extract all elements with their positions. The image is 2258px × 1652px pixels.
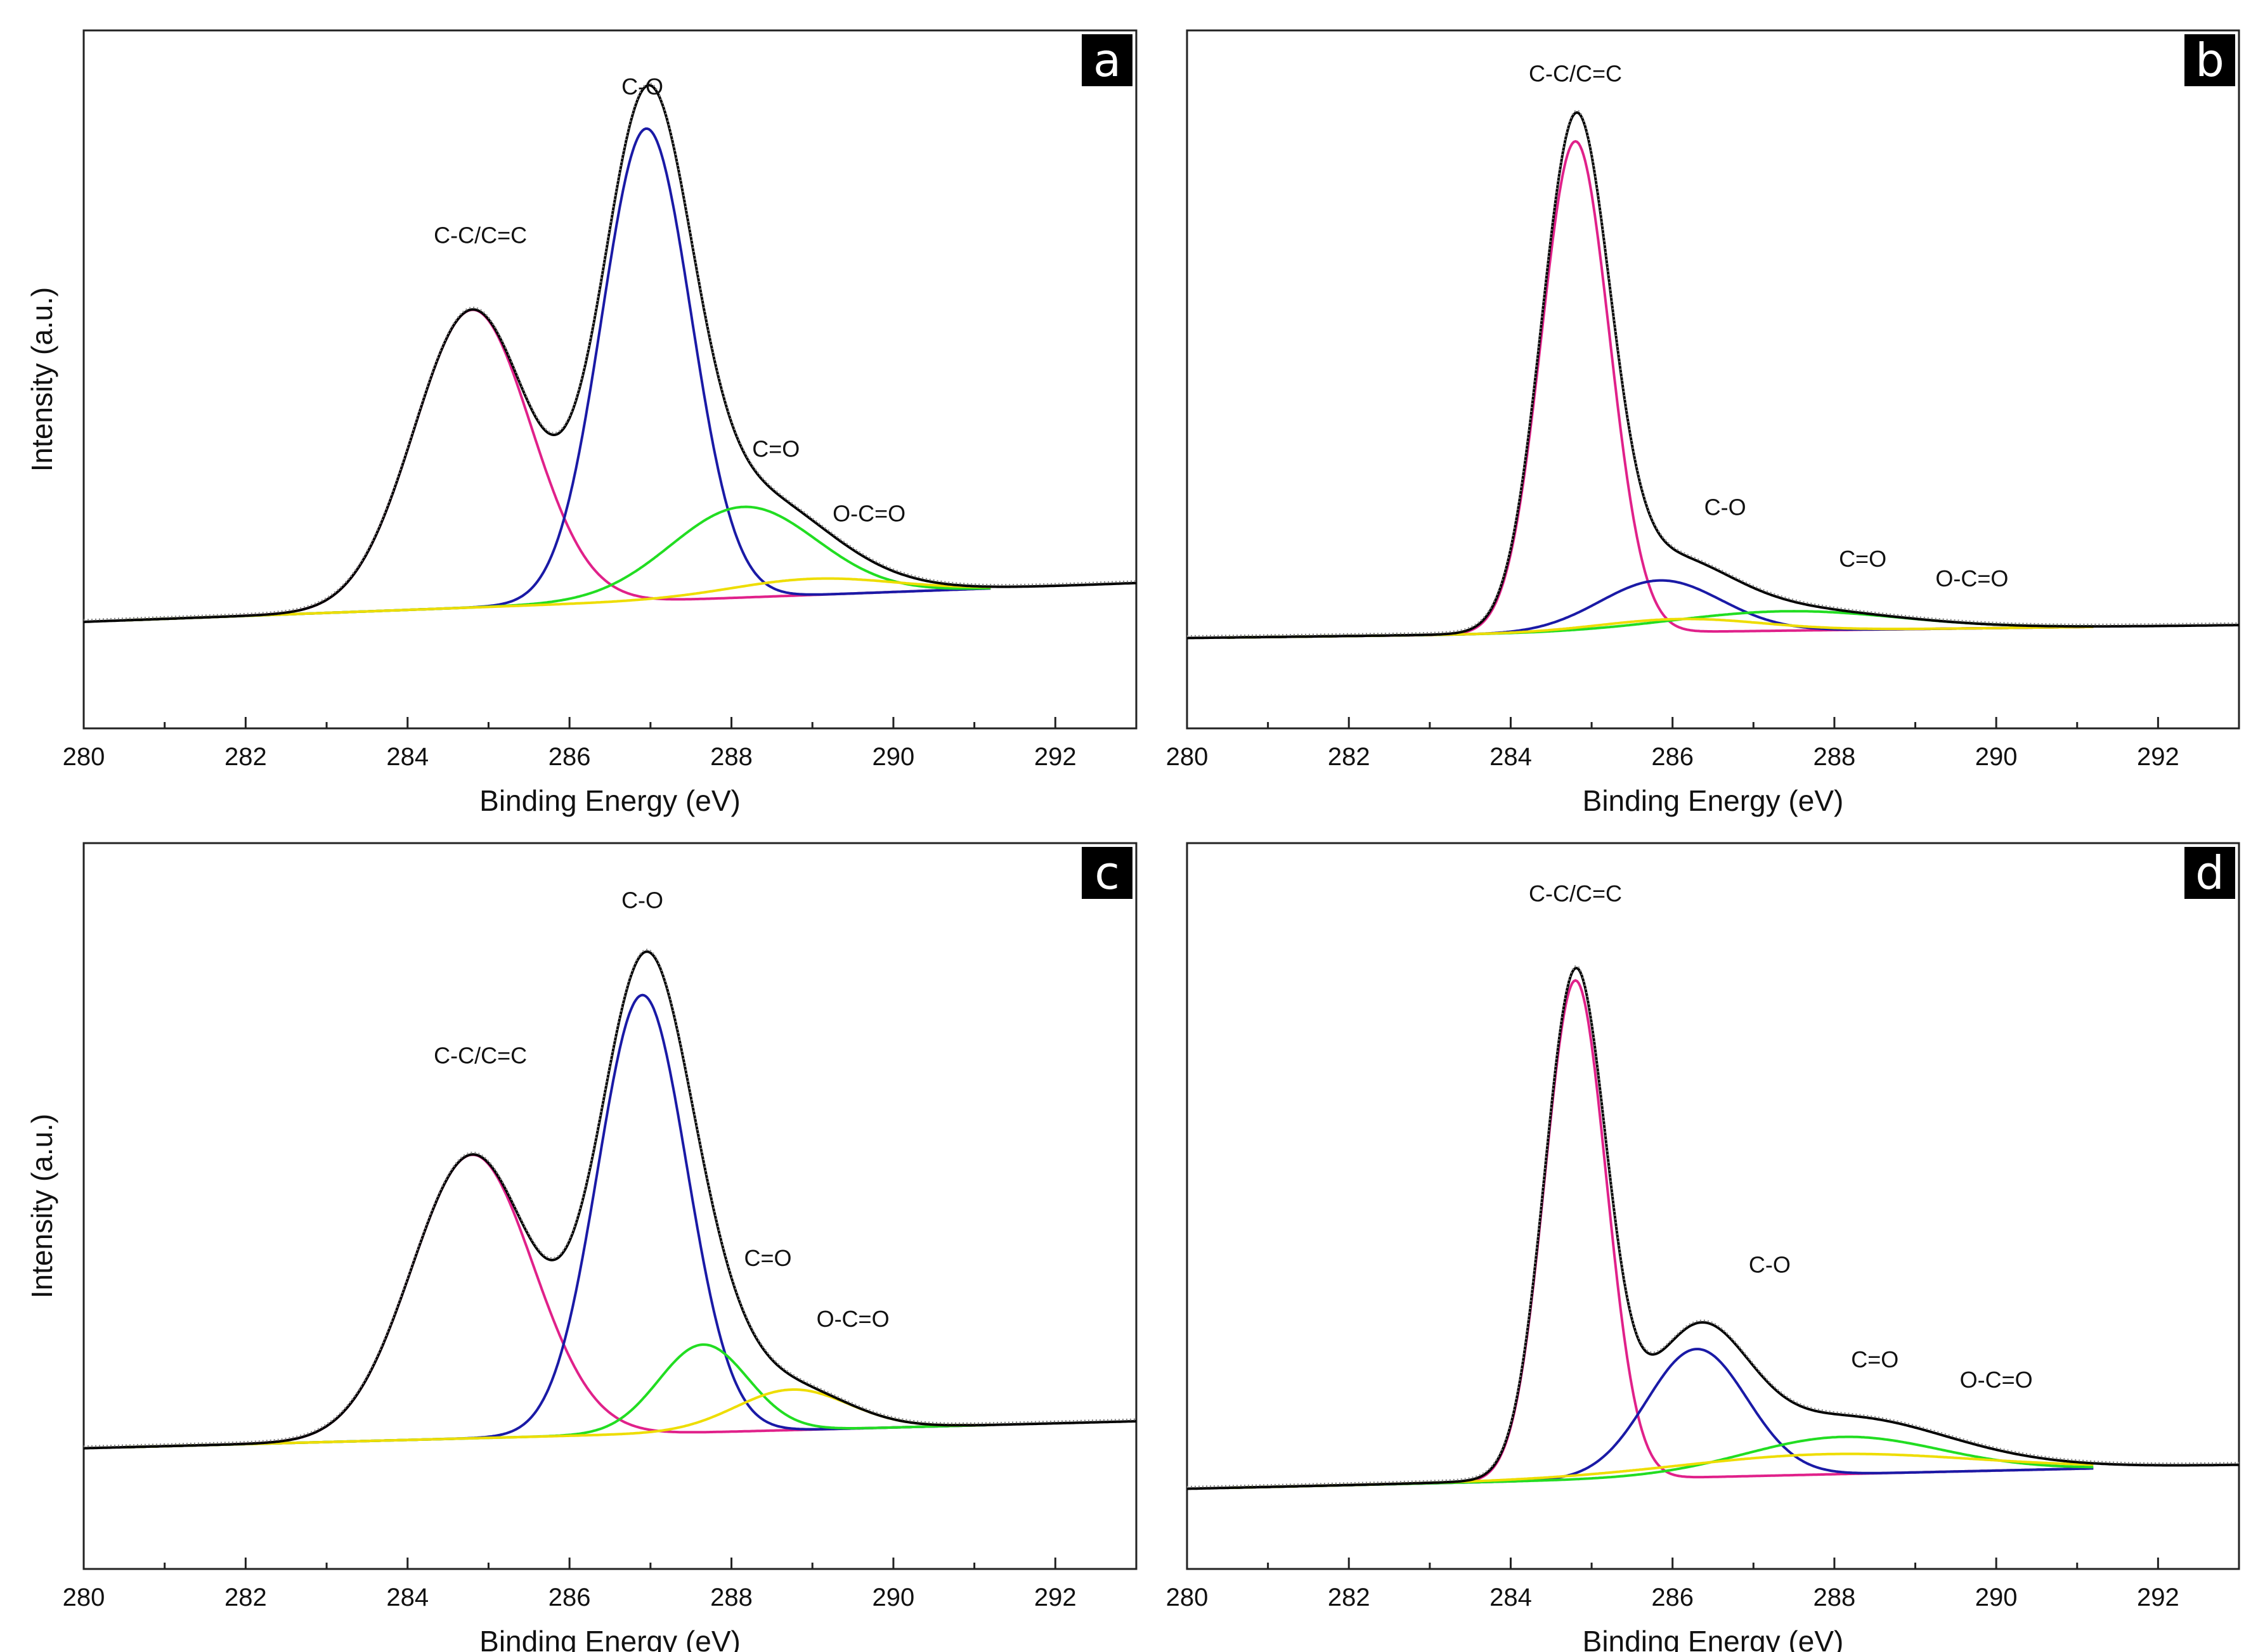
peak-label-c-o: C-O (1704, 494, 1746, 520)
x-tick-label: 286 (1651, 743, 1694, 771)
x-tick-label: 292 (1034, 1584, 1077, 1611)
x-axis-title: Binding Energy (eV) (1583, 1625, 1844, 1652)
x-tick-label: 284 (386, 743, 429, 771)
component-curve-c-o (1227, 1435, 2094, 1490)
plot-frame (82, 842, 1138, 1570)
component-curve-c-o (124, 127, 991, 622)
peak-label-c-c-c-c: C-C/C=C (1529, 881, 1622, 907)
x-tick-label: 290 (1975, 743, 2018, 771)
x-tick-label: 288 (710, 743, 753, 771)
panel-d: 280 282 284 286 288 290 292 Binding Energy (eV)… (1166, 842, 2240, 1652)
x-tick-label: 292 (2137, 743, 2179, 771)
x-tick-label: 288 (1814, 1584, 1856, 1611)
x-tick-label: 282 (224, 743, 267, 771)
x-tick-label: 288 (1814, 743, 1856, 771)
x-tick-label: 292 (2137, 1584, 2179, 1611)
plot-frame (1186, 842, 2240, 1570)
plot-frame (1186, 29, 2240, 730)
x-tick-label: 282 (1328, 743, 1370, 771)
peak-label-o-c-o: O-C=O (833, 501, 905, 527)
panel-b: 280 282 284 286 288 290 292 Binding Energy (eV)… (1166, 29, 2240, 817)
raw-data-points (84, 82, 1136, 621)
x-tick-label: 286 (548, 743, 591, 771)
x-axis-title: Binding Energy (eV) (479, 784, 741, 817)
x-axis-title: Binding Energy (eV) (479, 1625, 741, 1652)
x-tick-label: 282 (1328, 1584, 1370, 1611)
peak-label-c-o: C-O (1749, 1252, 1791, 1278)
raw-data-points (1187, 109, 2239, 637)
peak-label-c-o: C=O (744, 1245, 791, 1271)
x-tick-label: 290 (873, 1584, 915, 1611)
x-tick-label: 280 (1166, 743, 1209, 771)
x-tick-label: 290 (1975, 1584, 2018, 1611)
component-curve-c-o (124, 1343, 991, 1449)
x-tick-label: 292 (1034, 743, 1077, 771)
x-tick-label: 284 (1489, 1584, 1532, 1611)
peak-label-c-o: C-O (621, 887, 663, 913)
peak-label-c-c-c-c: C-C/C=C (434, 1043, 527, 1069)
x-tick-label: 290 (873, 743, 915, 771)
x-tick-label: 280 (63, 1584, 105, 1611)
panel-letter: b (2195, 34, 2224, 87)
raw-data-points (84, 948, 1136, 1448)
panel-a: 280 282 284 286 288 290 292 Binding Energy (eV)… (25, 29, 1138, 817)
fitted-envelope (1187, 967, 2239, 1490)
plot-area (1187, 965, 2239, 1490)
peak-label-c-o: C=O (752, 436, 800, 462)
x-tick-label: 280 (63, 743, 105, 771)
x-tick-label: 286 (1651, 1584, 1694, 1611)
plot-frame (82, 29, 1138, 730)
component-curve-c-o (1227, 610, 2094, 639)
peak-label-o-c-o: O-C=O (1935, 565, 2008, 591)
peak-label-o-c-o: O-C=O (1960, 1367, 2033, 1393)
component-curve-c-c-c-c (124, 308, 991, 622)
panel-letter: a (1093, 34, 1121, 87)
panel-c: 280 282 284 286 288 290 292 Binding Energy (eV)… (25, 842, 1138, 1652)
plot-area (1187, 109, 2239, 640)
x-tick-label: 280 (1166, 1584, 1209, 1611)
component-curve-c-c-c-c (1227, 979, 2094, 1490)
x-tick-label: 286 (548, 1584, 591, 1611)
fitted-envelope (84, 84, 1136, 623)
fitted-envelope (84, 950, 1136, 1450)
component-curve-c-c-c-c (124, 1153, 991, 1449)
panel-label-box (1082, 34, 1132, 86)
panel-label-box (2184, 847, 2235, 899)
x-tick-label: 284 (386, 1584, 429, 1611)
peak-label-c-c-c-c: C-C/C=C (1529, 60, 1622, 86)
panel-label-box (1082, 847, 1132, 899)
panel-label-box (2184, 34, 2235, 86)
peak-label-c-c-c-c: C-C/C=C (434, 223, 527, 248)
component-curve-c-o (124, 993, 991, 1449)
component-curve-c-c-c-c (1227, 139, 2094, 639)
y-axis-title: Intensity (a.u.) (25, 1114, 58, 1298)
component-curve-o-c-o (124, 1388, 991, 1449)
raw-data-points (1187, 965, 2239, 1488)
x-tick-label: 282 (224, 1584, 267, 1611)
peak-label-o-c-o: O-C=O (817, 1306, 890, 1332)
panel-letter: d (2195, 846, 2224, 900)
peak-label-c-o: C=O (1839, 546, 1886, 572)
peak-label-c-o: C=O (1851, 1346, 1898, 1372)
fitted-envelope (1187, 111, 2239, 640)
plot-area (84, 82, 1136, 623)
panel-letter: c (1094, 846, 1120, 900)
x-tick-label: 288 (710, 1584, 753, 1611)
x-tick-label: 284 (1489, 743, 1532, 771)
x-axis-title: Binding Energy (eV) (1583, 784, 1844, 817)
y-axis-title: Intensity (a.u.) (25, 287, 58, 472)
plot-area (84, 948, 1136, 1450)
peak-label-c-o: C-O (621, 74, 663, 100)
